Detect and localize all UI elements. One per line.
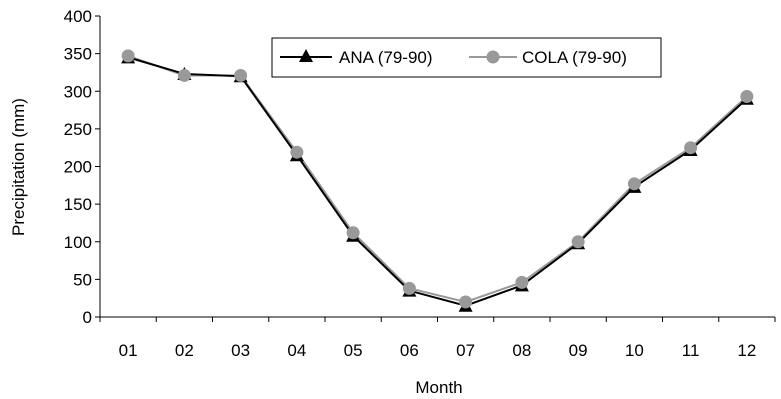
series-line-cola <box>127 54 748 303</box>
cola-point <box>740 90 754 104</box>
x-tick-label: 10 <box>625 341 644 360</box>
x-tick-label: 12 <box>737 341 756 360</box>
y-tick-label: 250 <box>64 120 92 139</box>
y-tick-label: 200 <box>64 158 92 177</box>
legend-marker-triangle <box>299 49 313 62</box>
y-tick-label: 150 <box>64 195 92 214</box>
cola-point <box>290 145 304 159</box>
y-tick-label: 100 <box>64 233 92 252</box>
legend-marker-circle <box>486 50 500 64</box>
y-tick-label: 300 <box>64 82 92 101</box>
x-axis-title: Month <box>415 378 462 397</box>
series-layer <box>121 49 754 312</box>
x-tick-label: 09 <box>569 341 588 360</box>
x-tick-label: 01 <box>119 341 138 360</box>
x-tick-label: 06 <box>400 341 419 360</box>
cola-point <box>684 141 698 155</box>
x-tick-label: 03 <box>231 341 250 360</box>
x-tick-label: 05 <box>344 341 363 360</box>
cola-point <box>121 49 135 63</box>
cola-point <box>515 275 529 289</box>
legend-box <box>271 37 662 78</box>
y-tick-label: 0 <box>83 308 92 327</box>
x-tick-label: 02 <box>175 341 194 360</box>
axes: 0 50 100 150 200 250 300 350 400 01 02 03 04 05 06 07 08… <box>64 7 776 360</box>
cola-point <box>627 177 641 191</box>
y-tick-label: 50 <box>73 270 92 289</box>
legend-label-ana: ANA (79-90) <box>339 48 433 67</box>
series-line-ana <box>127 56 748 307</box>
cola-point <box>234 68 248 82</box>
legend: ANA (79-90) COLA (79-90) <box>271 37 662 78</box>
x-tick-label: 04 <box>287 341 306 360</box>
y-axis-title: Precipitation (mm) <box>9 98 28 236</box>
x-tick-label: 08 <box>512 341 531 360</box>
legend-label-cola: COLA (79-90) <box>522 48 627 67</box>
cola-point <box>571 235 585 249</box>
x-tick-label: 11 <box>682 341 700 360</box>
y-tick-label: 350 <box>64 45 92 64</box>
x-tick-label: 07 <box>456 341 475 360</box>
y-tick-label: 400 <box>64 7 92 26</box>
cola-point <box>459 295 473 309</box>
cola-point <box>177 68 191 82</box>
cola-point <box>402 281 416 295</box>
cola-point <box>346 226 360 240</box>
